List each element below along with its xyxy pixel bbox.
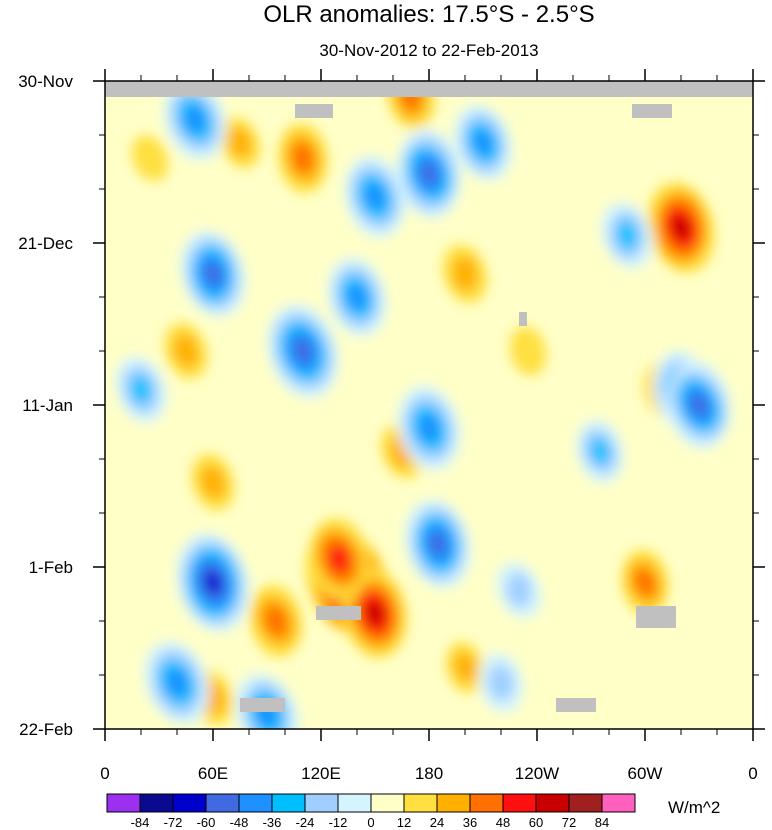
anomaly-contour <box>488 664 514 701</box>
anomaly-contour <box>419 161 439 186</box>
colorbar-units: W/m^2 <box>668 798 720 817</box>
anomaly-contour <box>130 375 152 405</box>
colorbar-swatch <box>535 793 570 813</box>
x-tick-label: 60E <box>198 764 228 783</box>
colorbar: -84 -72 -60 -48 -36 -24 -12 0 12 24 36 48 60 72 84 <box>106 793 636 830</box>
axes: 0 60E 120E 180 120W 60W 0 30-Nov 21-Dec 11-Jan 1-F… <box>18 69 765 783</box>
colorbar-label: -12 <box>329 815 348 830</box>
anomaly-contour <box>671 215 691 240</box>
colorbar-label: -24 <box>296 815 315 830</box>
colorbar-label: -60 <box>197 815 216 830</box>
anomaly-contour <box>453 652 477 683</box>
colorbar-swatch <box>337 793 372 813</box>
colorbar-label: 84 <box>595 815 609 830</box>
anomaly-contour <box>185 105 205 134</box>
missing-data-patch <box>295 104 333 118</box>
anomaly-contour <box>418 413 440 443</box>
missing-data-patch <box>556 698 596 712</box>
colorbar-label: 0 <box>367 815 374 830</box>
missing-data-patch <box>240 698 285 712</box>
y-tick-label: 22-Feb <box>19 720 73 739</box>
anomaly-contour <box>364 183 386 211</box>
chart-title: OLR anomalies: 17.5°S - 2.5°S <box>263 1 594 28</box>
colorbar-label: 24 <box>430 815 444 830</box>
anomaly-contour <box>616 220 638 250</box>
anomaly-contour <box>366 601 384 626</box>
colorbar-label: -72 <box>164 815 183 830</box>
anomaly-contour <box>203 262 223 286</box>
anomaly-contour <box>689 393 709 417</box>
colorbar-swatch <box>568 793 603 813</box>
anomaly-contour <box>590 437 610 465</box>
anomaly-contour <box>131 135 169 182</box>
x-tick-label: 0 <box>748 764 757 783</box>
y-tick-label: 21-Dec <box>18 234 73 253</box>
colorbar-label: -84 <box>131 815 150 830</box>
y-tick-label: 1-Feb <box>29 558 73 577</box>
anomaly-contour <box>506 572 532 608</box>
anomaly-field <box>115 81 731 729</box>
anomaly-contour <box>166 668 188 697</box>
plot-field <box>105 81 753 729</box>
anomaly-contour <box>173 333 199 369</box>
colorbar-swatch <box>370 793 405 813</box>
x-tick-label: 0 <box>100 764 109 783</box>
colorbar-swatch <box>139 793 174 813</box>
chart-subtitle: 30-Nov-2012 to 22-Feb-2013 <box>319 41 538 60</box>
colorbar-label: 48 <box>496 815 510 830</box>
colorbar-swatch <box>601 793 636 813</box>
anomaly-contour <box>452 255 478 292</box>
missing-data-patch <box>519 312 527 326</box>
y-tick-label: 11-Jan <box>22 396 73 415</box>
anomaly-contour <box>509 326 547 376</box>
anomaly-contour <box>347 283 367 311</box>
anomaly-contour <box>264 605 288 637</box>
colorbar-label: 12 <box>397 815 411 830</box>
colorbar-swatch <box>403 793 438 813</box>
anomaly-contour <box>634 568 656 597</box>
anomaly-contour <box>473 129 493 156</box>
x-tick-label: 180 <box>415 764 443 783</box>
x-tick-label: 120W <box>515 764 559 783</box>
anomaly-contour <box>429 531 447 556</box>
missing-data-patch <box>316 606 361 620</box>
missing-data-patch <box>632 104 672 118</box>
anomaly-contour <box>228 127 252 159</box>
x-tick-label: 120E <box>301 764 341 783</box>
colorbar-swatch <box>238 793 273 813</box>
colorbar-swatch <box>436 793 471 813</box>
colorbar-label: 60 <box>529 815 543 830</box>
colorbar-swatch <box>106 793 141 813</box>
y-tick-label: 30-Nov <box>18 72 73 91</box>
missing-data-patch <box>636 606 676 628</box>
colorbar-label: 36 <box>463 815 477 830</box>
colorbar-swatch <box>271 793 306 813</box>
colorbar-swatch <box>469 793 504 813</box>
anomaly-contour <box>293 338 313 364</box>
colorbar-label: -36 <box>263 815 282 830</box>
colorbar-swatch <box>205 793 240 813</box>
colorbar-swatch <box>172 793 207 813</box>
missing-data-band <box>105 81 753 97</box>
colorbar-swatch <box>502 793 537 813</box>
anomaly-contour <box>292 143 314 173</box>
colorbar-label: 72 <box>562 815 576 830</box>
anomaly-contour <box>200 465 226 500</box>
colorbar-label: -48 <box>230 815 249 830</box>
x-tick-label: 60W <box>628 764 663 783</box>
anomaly-contour <box>329 545 349 573</box>
anomaly-contour <box>204 571 222 594</box>
colorbar-swatch <box>304 793 339 813</box>
